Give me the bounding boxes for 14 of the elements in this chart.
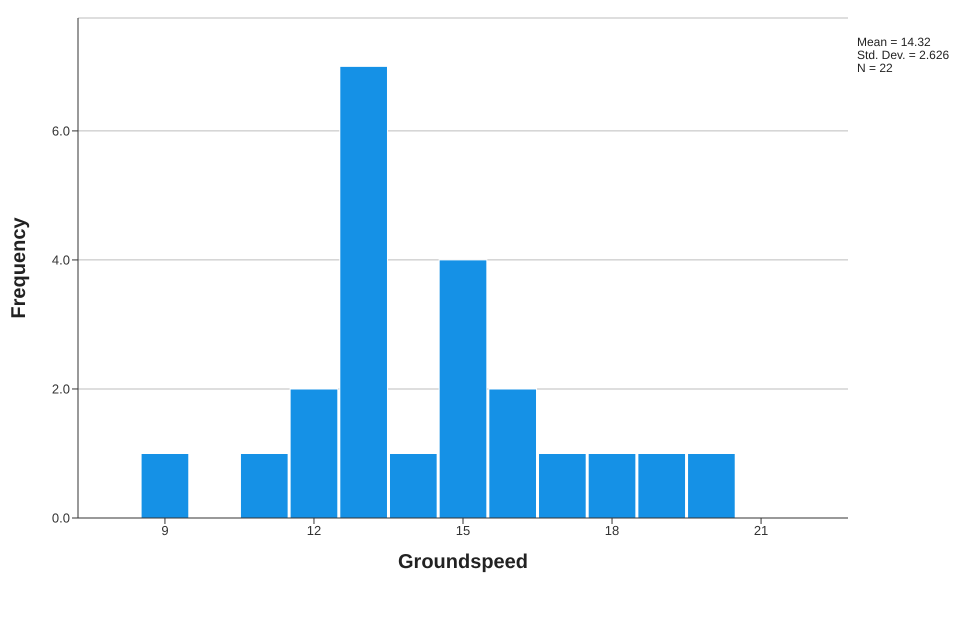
y-tick-label: 4.0: [52, 252, 70, 268]
y-tick-label: 6.0: [52, 124, 70, 139]
y-axis-title: Frequency: [8, 216, 30, 319]
y-tick-label: 0.0: [52, 510, 70, 526]
x-tick-label: 18: [604, 523, 620, 538]
x-tick-label: 9: [161, 523, 169, 538]
text: Mean = 14.32: [857, 35, 932, 49]
x-tick-label: 21: [754, 523, 768, 538]
text: Std. Dev. = 2.626: [857, 48, 950, 62]
x-axis-title: Groundspeed: [398, 551, 528, 573]
text: N = 22: [857, 61, 894, 75]
x-tick-label: 15: [456, 523, 470, 538]
y-tick-label: 2.0: [52, 382, 70, 397]
x-tick-label: 12: [306, 523, 322, 538]
